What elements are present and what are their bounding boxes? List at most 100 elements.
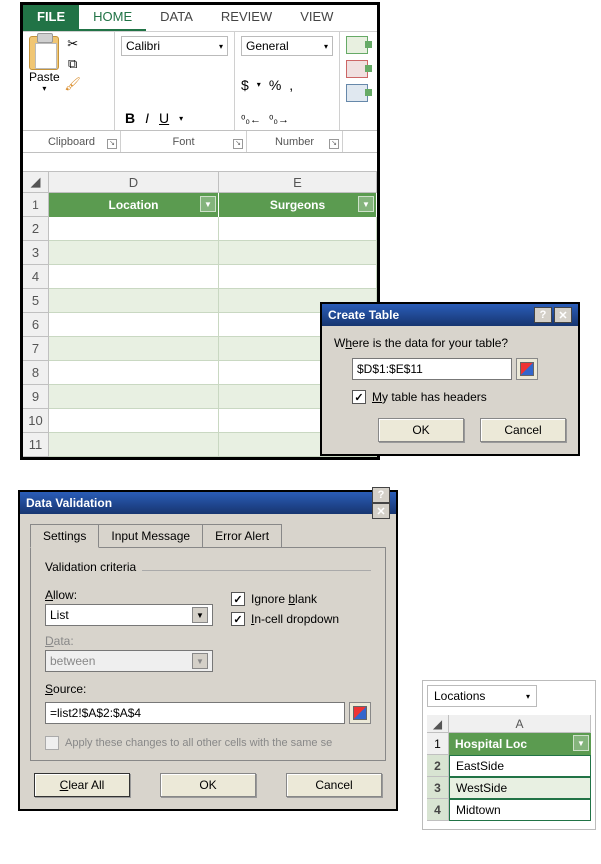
tab-home[interactable]: HOME [79,5,146,31]
mini-sheet: Locations ▾ ◢ A 1 Hospital Loc ▼ 2 EastS… [422,680,596,830]
chevron-down-icon: ▼ [192,653,208,669]
data-label: Data: [45,634,371,648]
data-validation-titlebar[interactable]: Data Validation ? ✕ [20,492,396,514]
row-label[interactable]: 1 [427,733,449,755]
number-launcher-icon[interactable]: ↘ [329,139,339,149]
cut-icon[interactable]: ✂ [64,36,82,52]
cell[interactable] [49,265,219,289]
range-picker-icon[interactable] [349,702,371,724]
apply-same-settings: Apply these changes to all other cells w… [45,736,371,750]
currency-button[interactable]: $ [241,77,249,93]
column-header-d[interactable]: D [49,172,219,193]
underline-button[interactable]: U [159,110,169,126]
cell[interactable] [49,241,219,265]
tab-input-message[interactable]: Input Message [98,524,203,548]
row-label[interactable]: 2 [427,755,449,777]
cell-a3[interactable]: WestSide [449,777,591,799]
tab-view[interactable]: VIEW [286,5,347,31]
chevron-down-icon: ▼ [192,607,208,623]
incell-dropdown-checkbox[interactable]: ✓ [231,612,245,626]
tab-review[interactable]: REVIEW [207,5,286,31]
format-cells-icon[interactable] [346,84,368,102]
cell[interactable] [49,409,219,433]
ribbon: Paste ▾ ✂ ⧉ 🖌 Calibri▾ B I U ▾ [23,31,377,131]
table-range-input[interactable] [352,358,512,380]
headers-checkbox[interactable]: ✓ [352,390,366,404]
row-label[interactable]: 9 [23,385,49,409]
delete-cells-icon[interactable] [346,60,368,78]
bold-button[interactable]: B [125,110,135,126]
tab-file[interactable]: FILE [23,5,79,31]
cell[interactable] [49,361,219,385]
row-label[interactable]: 2 [23,217,49,241]
cell[interactable] [49,289,219,313]
name-box-value: Locations [434,689,485,703]
cell[interactable] [219,241,377,265]
format-painter-icon[interactable]: 🖌 [64,76,82,92]
filter-dropdown-icon[interactable]: ▼ [358,196,374,212]
row-label[interactable]: 4 [427,799,449,821]
cell[interactable] [219,265,377,289]
insert-cells-icon[interactable] [346,36,368,54]
cell[interactable] [49,433,219,457]
help-button[interactable]: ? [372,487,390,503]
cancel-button[interactable]: Cancel [480,418,566,442]
cell-a2[interactable]: EastSide [449,755,591,777]
cell-a4[interactable]: Midtown [449,799,591,821]
row-label-1[interactable]: 1 [23,193,49,217]
ribbon-labels: Clipboard↘ Font↘ Number↘ [23,131,377,153]
ignore-blank-label: Ignore blank [251,592,317,606]
row-label[interactable]: 6 [23,313,49,337]
column-header-e[interactable]: E [219,172,377,193]
paste-button[interactable]: Paste ▾ [29,36,60,93]
header-location[interactable]: Location ▼ [49,193,219,217]
clipboard-launcher-icon[interactable]: ↘ [107,139,117,149]
tab-settings[interactable]: Settings [30,524,99,548]
help-button[interactable]: ? [534,307,552,323]
row-label[interactable]: 11 [23,433,49,457]
source-input[interactable] [45,702,345,724]
row-label[interactable]: 4 [23,265,49,289]
cell[interactable] [219,217,377,241]
percent-button[interactable]: % [269,77,281,93]
row-label[interactable]: 8 [23,361,49,385]
italic-button[interactable]: I [145,110,149,126]
filter-dropdown-icon[interactable]: ▼ [200,196,216,212]
source-label: Source: [45,682,371,696]
row-label[interactable]: 7 [23,337,49,361]
clear-all-button[interactable]: Clear All [34,773,130,797]
tab-data[interactable]: DATA [146,5,207,31]
tab-error-alert[interactable]: Error Alert [202,524,282,548]
increase-decimal-button[interactable]: ⁰₀← [241,113,261,126]
ok-button[interactable]: OK [160,773,256,797]
ignore-blank-checkbox[interactable]: ✓ [231,592,245,606]
font-name-selector[interactable]: Calibri▾ [121,36,228,56]
cell[interactable] [49,337,219,361]
select-all-cell[interactable]: ◢ [427,715,449,733]
filter-dropdown-icon[interactable]: ▼ [573,735,589,751]
row-label[interactable]: 10 [23,409,49,433]
row-label[interactable]: 3 [23,241,49,265]
allow-select[interactable]: List ▼ [45,604,213,626]
header-surgeons[interactable]: Surgeons ▼ [219,193,377,217]
ok-button[interactable]: OK [378,418,464,442]
row-label[interactable]: 5 [23,289,49,313]
range-picker-icon[interactable] [516,358,538,380]
select-all-cell[interactable]: ◢ [23,172,49,193]
close-button[interactable]: ✕ [554,307,572,323]
cell[interactable] [49,313,219,337]
name-box[interactable]: Locations ▾ [427,685,537,707]
row-label[interactable]: 3 [427,777,449,799]
decrease-decimal-button[interactable]: ⁰₀→ [269,113,289,126]
cell[interactable] [49,385,219,409]
comma-button[interactable]: , [289,77,293,93]
font-launcher-icon[interactable]: ↘ [233,139,243,149]
close-button[interactable]: ✕ [372,503,390,519]
header-hospital-location[interactable]: Hospital Loc ▼ [449,733,591,755]
column-header-a[interactable]: A [449,715,591,733]
copy-icon[interactable]: ⧉ [64,56,82,72]
cell[interactable] [49,217,219,241]
cancel-button[interactable]: Cancel [286,773,382,797]
number-format-selector[interactable]: General▾ [241,36,333,56]
create-table-titlebar[interactable]: Create Table ? ✕ [322,304,578,326]
